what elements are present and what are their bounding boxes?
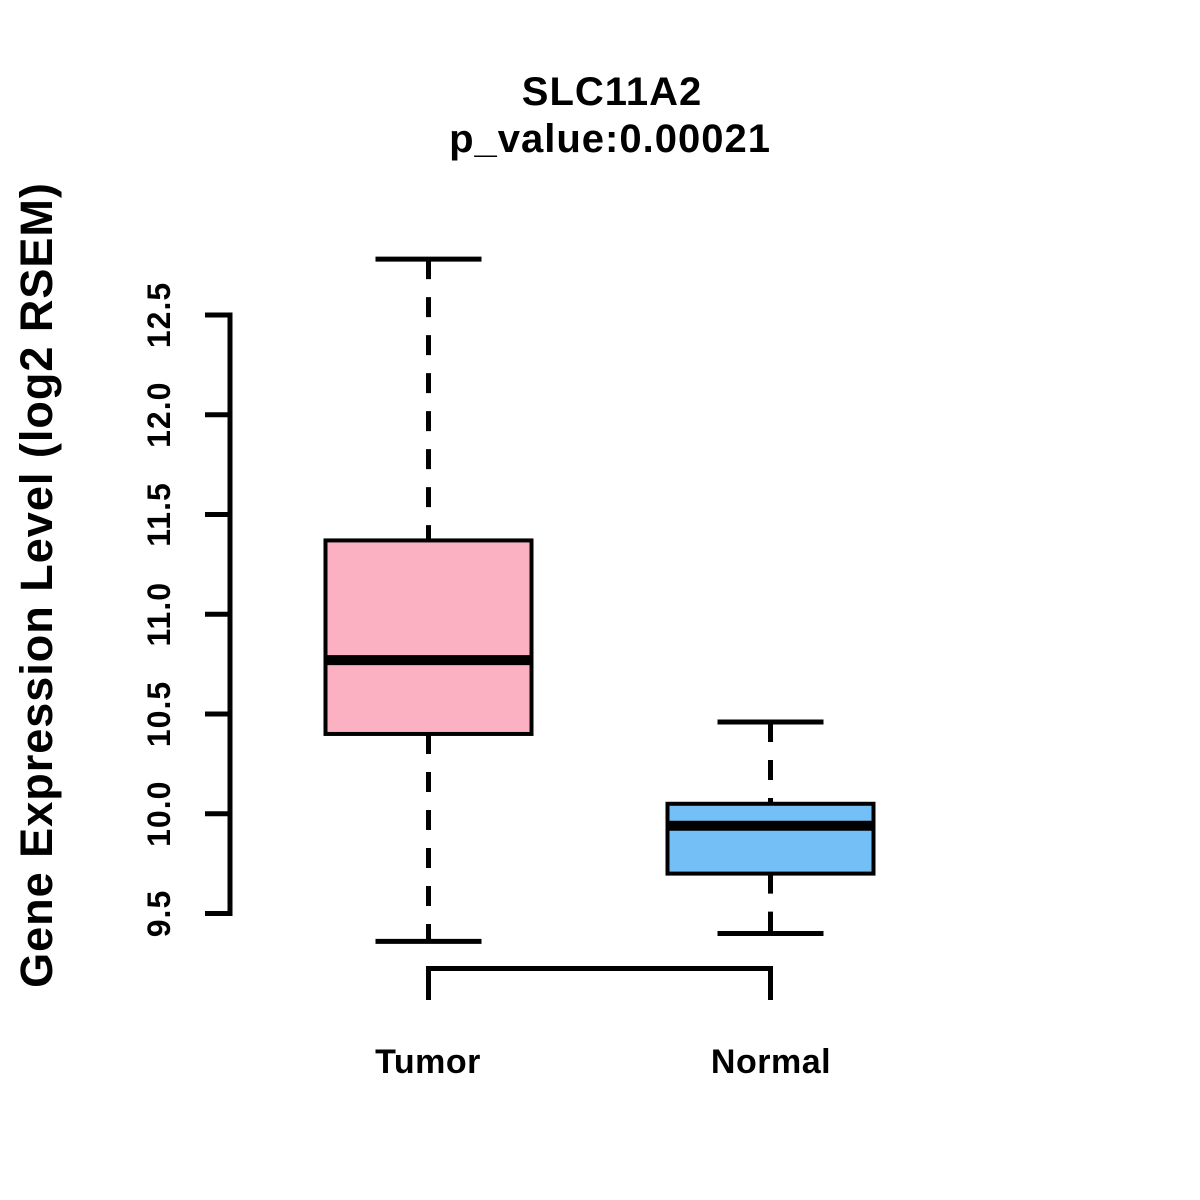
y-axis-label: Gene Expression Level (log2 RSEM)	[11, 182, 62, 988]
x-label-normal: Normal	[711, 1043, 831, 1081]
iqr-box	[665, 801, 876, 876]
x-label-tumor: Tumor	[375, 1043, 481, 1081]
y-tick-label: 10.0	[141, 781, 177, 847]
y-tick-label: 11.0	[141, 582, 177, 647]
y-tick-label: 10.5	[141, 681, 177, 747]
y-tick-label: 11.5	[141, 482, 177, 547]
y-tick-label: 12.0	[141, 382, 177, 448]
chart-subtitle: p_value:0.00021	[449, 117, 771, 161]
y-tick-label: 9.5	[141, 890, 177, 937]
plot-area: 9.5 10.0 10.5 11.0 11.5 12.0 12.5	[141, 256, 876, 1000]
iqr-box	[323, 538, 534, 736]
chart-title: SLC11A2	[522, 70, 702, 114]
y-tick-label: 12.5	[141, 282, 177, 348]
